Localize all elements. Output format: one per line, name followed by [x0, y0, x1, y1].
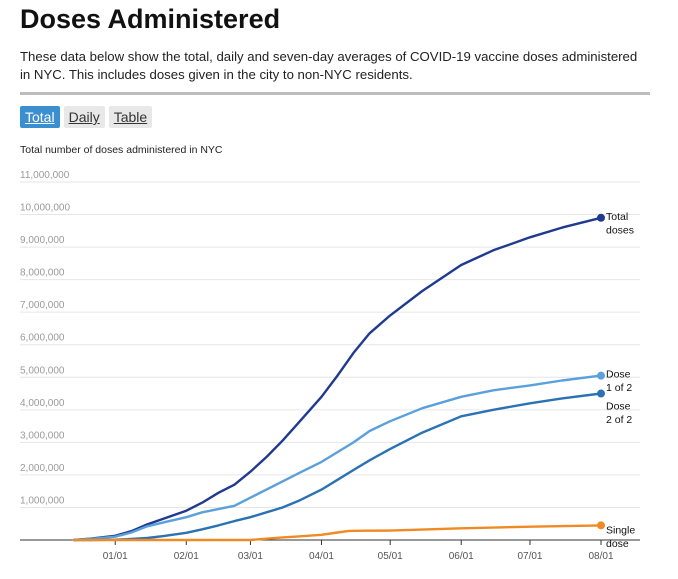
series-label: Single — [606, 524, 635, 536]
y-tick-label: 2,000,000 — [20, 463, 65, 474]
series-label: Dose — [606, 401, 631, 413]
y-tick-label: 8,000,000 — [20, 268, 65, 279]
page-title: Doses Administered — [20, 4, 281, 34]
tab-total[interactable]: Total — [20, 106, 60, 128]
series-line — [72, 216, 603, 542]
series-endpoint — [597, 213, 605, 222]
series-label: 2 of 2 — [606, 414, 632, 426]
x-tick-label: 02/01 — [174, 551, 199, 562]
y-tick-label: 7,000,000 — [20, 300, 65, 311]
x-tick-label: 07/01 — [517, 551, 542, 562]
series-line — [72, 524, 603, 542]
series-label: Dose — [606, 369, 631, 381]
y-tick-label: 4,000,000 — [20, 398, 65, 409]
x-tick-label: 04/01 — [309, 551, 334, 562]
series-endpoint — [597, 389, 605, 398]
series-endpoint — [597, 371, 605, 380]
y-tick-label: 3,000,000 — [20, 430, 65, 441]
series-label: 1 of 2 — [606, 382, 632, 394]
x-tick-label: 05/01 — [378, 551, 403, 562]
view-tabs: Total Daily Table — [20, 106, 153, 128]
series-line — [72, 374, 603, 542]
series-line — [72, 392, 603, 542]
x-tick-label: 03/01 — [238, 551, 263, 562]
y-tick-label: 11,000,000 — [20, 170, 70, 181]
y-tick-label: 9,000,000 — [20, 235, 65, 246]
series-label: dose — [606, 538, 629, 550]
series-endpoint — [597, 521, 605, 530]
y-tick-label: 10,000,000 — [20, 203, 70, 214]
page-description: These data below show the total, daily a… — [20, 49, 638, 82]
tab-table[interactable]: Table — [108, 106, 153, 128]
x-tick-label: 08/01 — [588, 551, 613, 562]
y-tick-label: 1,000,000 — [20, 495, 65, 506]
x-tick-label: 01/01 — [103, 551, 128, 562]
header-divider — [20, 92, 650, 95]
chart-title: Total number of doses administered in NY… — [20, 144, 223, 156]
y-tick-label: 6,000,000 — [20, 333, 65, 344]
y-tick-label: 5,000,000 — [20, 365, 65, 376]
series-label: Total — [606, 211, 628, 223]
series-label: doses — [606, 224, 634, 236]
x-tick-label: 06/01 — [449, 551, 474, 562]
tab-daily[interactable]: Daily — [63, 106, 105, 128]
